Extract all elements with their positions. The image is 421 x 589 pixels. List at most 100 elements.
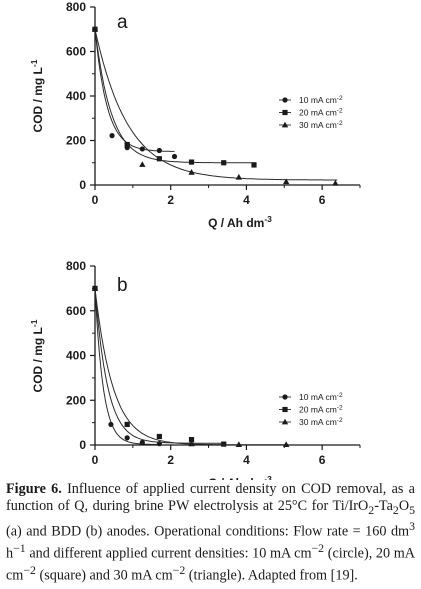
legend-marker-square <box>282 406 288 413</box>
data-point-square <box>188 437 195 443</box>
x-tick-label: 0 <box>92 453 99 467</box>
panel-label: a <box>117 12 128 33</box>
legend-label: 30 mA cm-2 <box>299 120 343 130</box>
data-point-triangle <box>139 161 146 167</box>
caption-text: (circle), 20 mA cm <box>6 545 416 585</box>
legend-label-sup: -2 <box>337 417 343 424</box>
y-axis-label-sup: -1 <box>29 319 39 327</box>
caption-sup: −2 <box>172 563 186 578</box>
y-axis-label-sup: -1 <box>29 59 39 67</box>
caption-sub: 2 <box>392 502 399 517</box>
caption-text: Influence of applied current density on … <box>6 481 415 514</box>
y-tick-label: 800 <box>66 259 86 273</box>
figure-caption: Figure 6. Influence of applied current d… <box>6 481 415 585</box>
caption-sup: −1 <box>13 541 26 556</box>
y-tick-label: 400 <box>66 89 86 103</box>
y-axis-label-text: COD / mg L <box>31 327 45 392</box>
data-point-triangle <box>91 285 99 291</box>
x-tick-label: 6 <box>319 193 326 207</box>
legend-label-sup: -2 <box>337 120 343 127</box>
caption-sub: 2 <box>368 502 375 517</box>
legend-label: 10 mA cm-2 <box>299 392 343 402</box>
caption-sub: 5 <box>409 502 415 517</box>
legend-marker-triangle <box>281 121 289 128</box>
caption-text: -Ta <box>374 497 393 514</box>
data-point-circle <box>108 421 114 428</box>
x-axis-label-sup: -3 <box>264 214 272 224</box>
data-point-triangle <box>235 441 243 447</box>
y-axis-label: COD / mg L-1 <box>29 319 45 392</box>
fit-line-series-3 <box>94 288 289 446</box>
panel-label: b <box>117 275 128 296</box>
data-point-triangle <box>235 173 243 180</box>
x-tick-label: 4 <box>243 453 250 467</box>
data-point-square <box>124 141 130 148</box>
y-tick-label: 200 <box>66 393 86 407</box>
data-point-triangle <box>282 178 290 185</box>
legend-label-text: 30 mA cm <box>299 417 337 427</box>
legend-marker-circle <box>282 394 288 400</box>
caption-text: h <box>6 545 14 562</box>
legend-marker-square <box>282 109 288 116</box>
data-point-square <box>124 421 130 428</box>
y-tick-label: 600 <box>66 304 86 318</box>
caption-text: (triangle). Adapted from [19]. <box>185 568 358 585</box>
legend-marker-triangle <box>281 418 289 425</box>
y-tick-label: 800 <box>66 0 86 14</box>
y-tick-label: 400 <box>66 349 86 363</box>
x-axis-label: Q / Ah dm-3 <box>208 474 272 480</box>
fit-line-series-2 <box>94 29 256 164</box>
data-point-triangle <box>139 439 146 446</box>
legend-label-sup: -2 <box>337 108 343 115</box>
y-tick-label: 200 <box>66 134 86 148</box>
data-point-square <box>221 441 227 447</box>
legend-label: 20 mA cm-2 <box>299 108 343 118</box>
fit-line-series-3 <box>94 29 338 181</box>
caption-text: (a) and BDD (b) anodes. Operational cond… <box>6 523 410 540</box>
fit-line-series-2 <box>94 288 226 444</box>
data-point-circle <box>139 146 145 152</box>
data-point-triangle <box>282 441 290 447</box>
legend-label-text: 20 mA cm <box>299 405 337 415</box>
caption-sup: 3 <box>409 518 415 533</box>
x-tick-label: 2 <box>167 193 174 207</box>
data-point-circle <box>156 147 162 154</box>
data-point-triangle <box>188 169 195 175</box>
x-tick-label: 2 <box>167 453 174 467</box>
caption-sup: −2 <box>23 563 36 578</box>
data-point-square <box>221 160 227 166</box>
x-axis-label-sup: -3 <box>264 474 272 480</box>
caption-text: O <box>398 497 410 514</box>
fit-line-series-1 <box>94 288 162 445</box>
y-axis-label: COD / mg L-1 <box>29 59 45 132</box>
y-axis-label-text: COD / mg L <box>31 67 45 132</box>
legend-label: 20 mA cm-2 <box>299 405 343 415</box>
data-point-triangle <box>91 25 99 32</box>
legend-label-text: 10 mA cm <box>299 95 337 105</box>
legend-label-sup: -2 <box>337 392 343 399</box>
data-point-square <box>188 159 195 165</box>
x-tick-label: 6 <box>319 453 326 467</box>
legend-label-text: 30 mA cm <box>299 120 337 130</box>
data-point-circle <box>171 153 178 160</box>
chart-a: 0 200 400 600 800 0 2 4 6 Q / Ah dm-3 COD / mg L-1… <box>29 0 361 230</box>
data-point-square <box>156 433 162 440</box>
caption-text: and different applied current densities:… <box>25 545 312 562</box>
fit-line-series-1 <box>94 29 175 152</box>
x-axis-label-text: Q / Ah dm <box>208 216 264 230</box>
data-point-triangle <box>188 440 195 447</box>
x-axis-label: Q / Ah dm-3 <box>208 214 272 230</box>
y-tick-label: 0 <box>79 438 86 452</box>
chart-b: 0 200 400 600 800 0 2 4 6 Q / Ah dm-3 COD / mg L-1… <box>29 259 361 480</box>
x-axis-label-text: Q / Ah dm <box>208 476 264 480</box>
legend-label: 30 mA cm-2 <box>299 417 343 427</box>
y-tick-label: 600 <box>66 45 86 59</box>
x-tick-label: 4 <box>243 193 250 207</box>
legend-label-sup: -2 <box>337 95 343 102</box>
caption-text: (square) and 30 mA cm <box>35 568 173 585</box>
legend-label-text: 20 mA cm <box>299 108 337 118</box>
data-point-triangle <box>332 179 339 186</box>
x-tick-label: 0 <box>92 193 99 207</box>
data-point-circle <box>124 435 130 441</box>
